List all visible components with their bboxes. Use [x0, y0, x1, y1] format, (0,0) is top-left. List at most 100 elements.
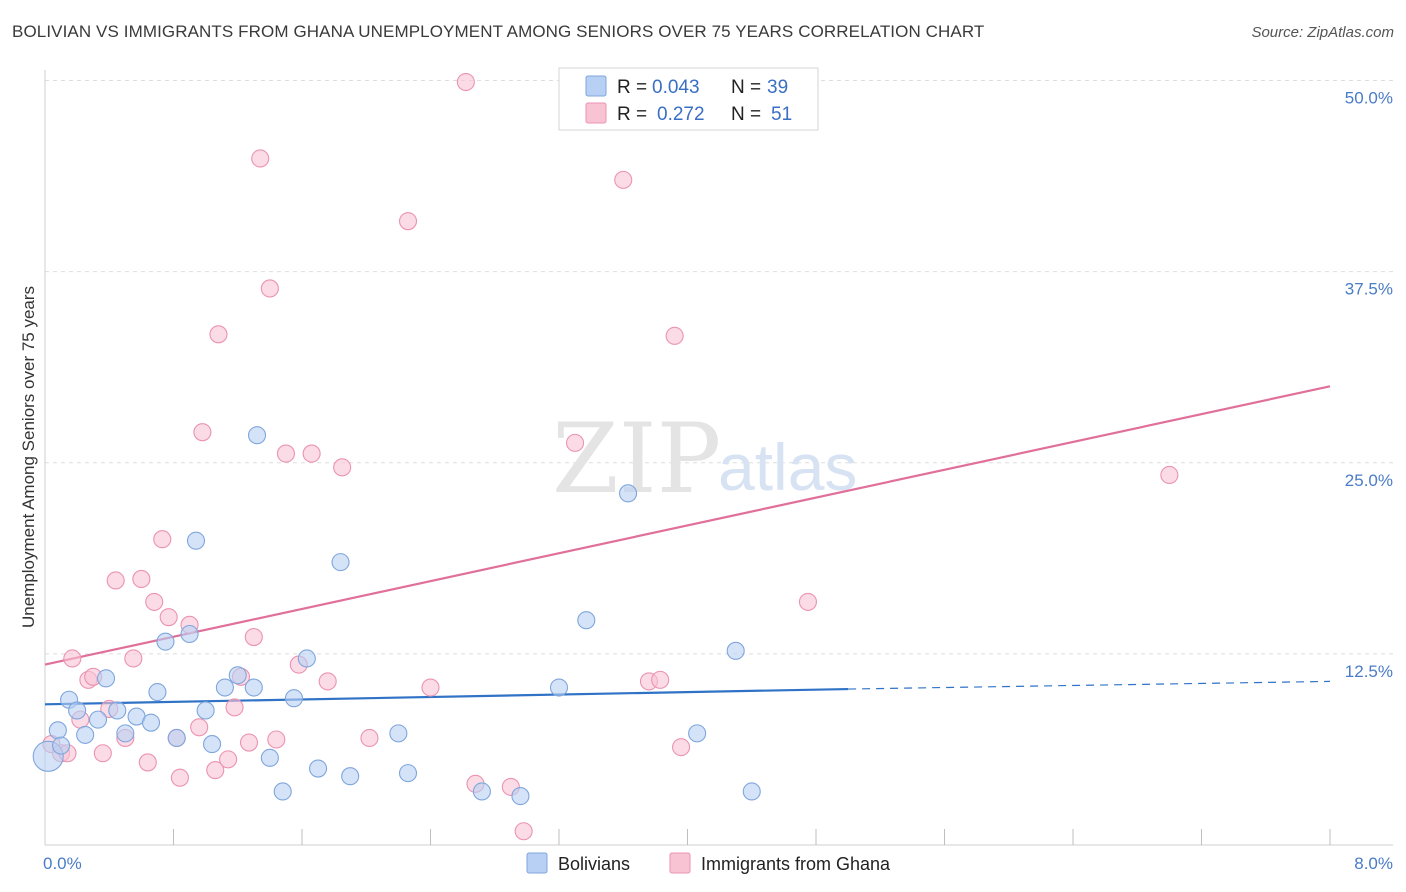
- legend-n-value-ghana: 51: [771, 104, 792, 125]
- point-bolivians: [167, 728, 186, 748]
- point-bolivians: [297, 649, 316, 668]
- point-ghana: [206, 761, 225, 780]
- point-bolivians: [398, 764, 418, 783]
- point-bolivians: [688, 724, 707, 743]
- point-ghana: [566, 433, 585, 452]
- point-ghana: [514, 822, 533, 841]
- point-ghana: [665, 326, 684, 345]
- point-ghana: [159, 608, 178, 627]
- point-ghana: [153, 530, 172, 549]
- point-bolivians: [389, 724, 408, 743]
- point-bolivians: [203, 735, 222, 754]
- y-tick-label: 12.5%: [1345, 662, 1393, 681]
- point-bolivians: [48, 721, 67, 740]
- point-bolivians: [331, 553, 350, 572]
- point-bolivians: [309, 759, 328, 778]
- point-bolivians: [156, 632, 175, 651]
- watermark-zip: ZIP: [552, 403, 721, 515]
- legend-n-label-bolivians: N =: [731, 77, 761, 98]
- point-bolivians: [141, 713, 161, 732]
- point-ghana: [124, 649, 143, 668]
- trend-layer: [44, 385, 1331, 706]
- legend-r-label-bolivians: R =: [617, 77, 647, 98]
- point-bolivians: [247, 426, 267, 445]
- trend-line-bolivians-extension: [848, 680, 1331, 690]
- y-tick-label: 37.5%: [1345, 280, 1393, 299]
- point-bolivians: [726, 641, 745, 660]
- point-bolivians: [148, 683, 167, 702]
- point-ghana: [190, 718, 209, 737]
- point-ghana: [145, 592, 164, 611]
- point-ghana: [260, 279, 279, 298]
- point-ghana: [106, 571, 125, 590]
- grid-layer: [45, 80, 1393, 655]
- point-ghana: [421, 678, 440, 697]
- point-bolivians: [76, 725, 95, 744]
- point-bolivians: [619, 484, 638, 503]
- legend-n-label-ghana: N =: [731, 104, 761, 125]
- point-bolivians: [88, 710, 108, 729]
- source-label: Source: ZipAtlas.com: [1251, 24, 1394, 41]
- point-bolivians: [260, 748, 279, 767]
- bottom-legend-swatch-bolivians: [526, 852, 548, 874]
- point-bolivians: [577, 611, 596, 630]
- point-bolivians: [228, 666, 247, 685]
- legend-r-value-bolivians: 0.043: [652, 77, 700, 98]
- bottom-legend-swatch-ghana: [669, 852, 691, 874]
- bottom-legend: Bolivians Immigrants from Ghana: [526, 852, 891, 874]
- legend-r-label-ghana: R =: [617, 104, 647, 125]
- point-bolivians: [52, 736, 71, 755]
- point-ghana: [1160, 465, 1179, 485]
- stats-legend: R = 0.043 N = 39 R = 0.272 N = 51: [558, 67, 819, 131]
- point-ghana: [209, 325, 228, 344]
- point-ghana: [672, 738, 691, 757]
- watermark: ZIP atlas: [552, 403, 857, 515]
- y-axis-label: Unemployment Among Seniors over 75 years: [19, 286, 38, 628]
- point-ghana: [398, 212, 418, 231]
- point-ghana: [93, 744, 112, 763]
- points-layer: [32, 72, 1179, 841]
- chart-title: BOLIVIAN VS IMMIGRANTS FROM GHANA UNEMPL…: [12, 22, 985, 41]
- point-bolivians: [341, 767, 360, 786]
- point-bolivians: [549, 678, 569, 697]
- point-ghana: [239, 733, 259, 752]
- legend-swatch-ghana: [585, 102, 607, 124]
- y-tick-label: 25.0%: [1345, 471, 1393, 490]
- point-bolivians: [96, 669, 116, 688]
- watermark-atlas: atlas: [718, 430, 857, 504]
- point-bolivians: [68, 701, 87, 720]
- point-bolivians: [186, 531, 206, 550]
- point-ghana: [614, 170, 633, 189]
- point-ghana: [225, 698, 244, 717]
- point-ghana: [456, 72, 475, 92]
- legend-swatch-bolivians: [585, 75, 607, 97]
- trend-line-bolivians: [44, 687, 849, 706]
- point-ghana: [219, 750, 238, 769]
- point-ghana: [651, 670, 670, 689]
- point-bolivians: [116, 724, 135, 743]
- point-ghana: [193, 423, 212, 442]
- point-ghana: [251, 149, 270, 168]
- point-bolivians: [108, 701, 127, 720]
- point-ghana: [333, 458, 352, 477]
- point-bolivians: [742, 782, 761, 801]
- bottom-legend-label-bolivians: Bolivians: [558, 854, 630, 874]
- point-ghana: [63, 649, 82, 668]
- point-ghana: [360, 728, 379, 748]
- point-ghana: [302, 444, 321, 463]
- point-bolivians: [511, 787, 530, 806]
- point-bolivians: [196, 701, 215, 720]
- point-bolivians: [244, 678, 263, 697]
- point-bolivians: [180, 624, 199, 644]
- point-ghana: [170, 768, 189, 787]
- point-bolivians: [215, 678, 234, 697]
- point-ghana: [244, 628, 263, 647]
- x-tick-label-max: 8.0%: [1354, 854, 1393, 873]
- axes-layer: [44, 70, 1393, 846]
- point-ghana: [132, 569, 151, 589]
- x-tick-label-min: 0.0%: [43, 854, 82, 873]
- y-tick-labels: 12.5% 25.0% 37.5% 50.0%: [1345, 89, 1393, 681]
- point-ghana: [798, 592, 818, 611]
- point-ghana: [276, 444, 295, 463]
